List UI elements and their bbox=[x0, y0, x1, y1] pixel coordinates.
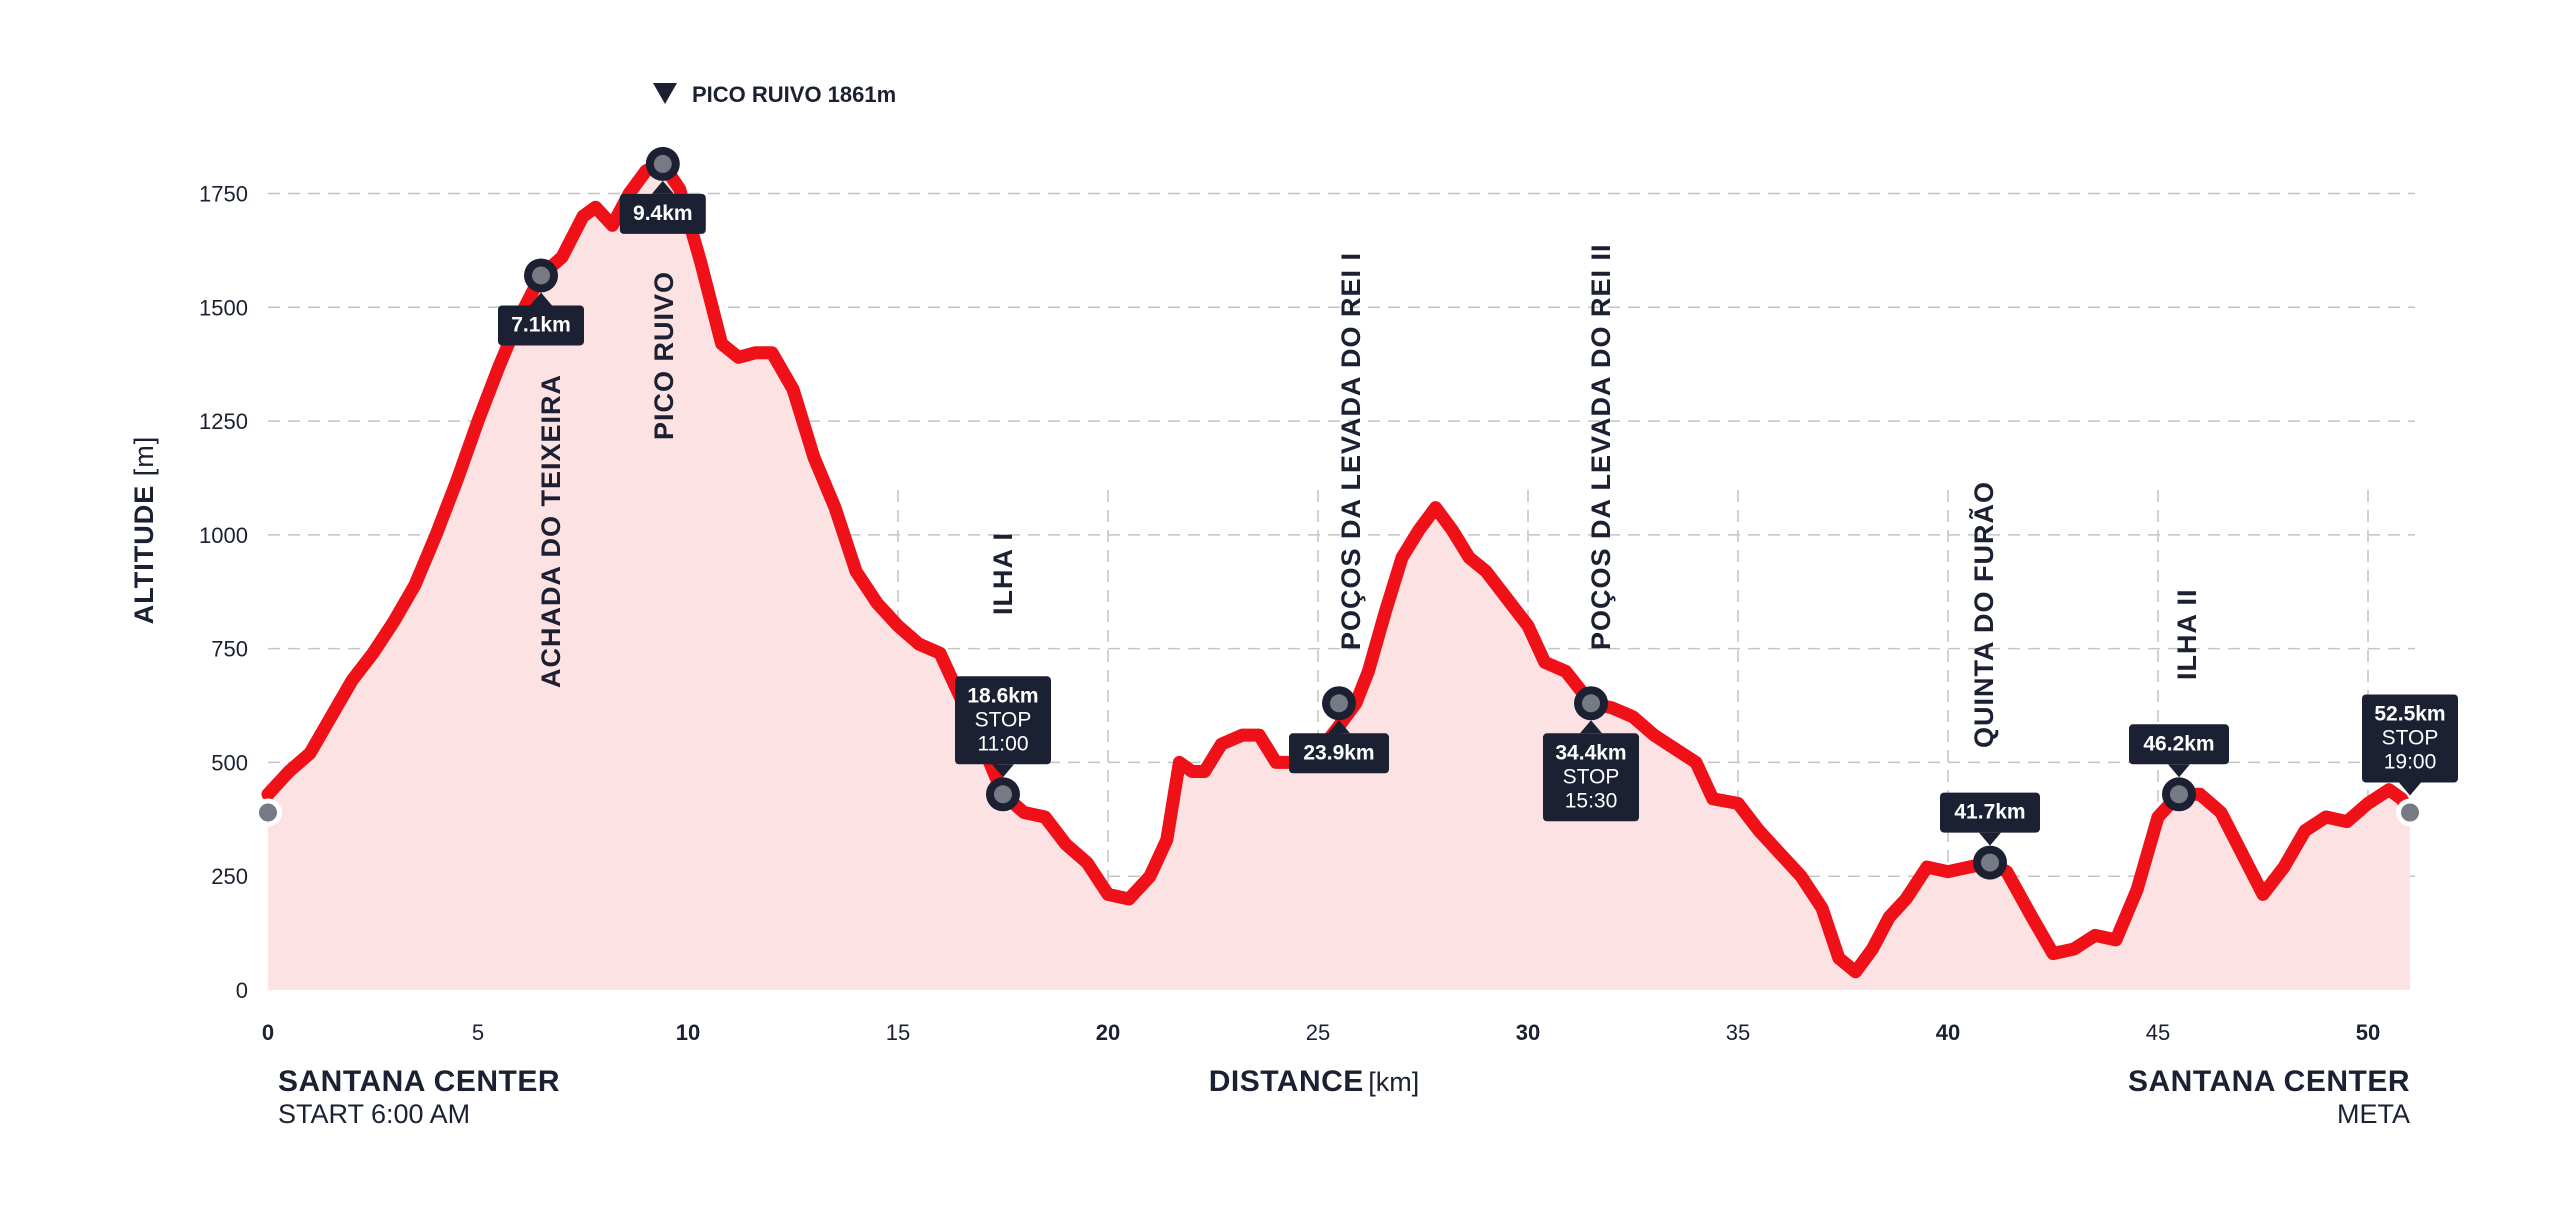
checkpoint-distance: 18.6km bbox=[967, 684, 1038, 707]
x-tick-label: 40 bbox=[1936, 1020, 1960, 1045]
x-tick-label: 15 bbox=[886, 1020, 910, 1045]
checkpoint: 9.4km bbox=[619, 146, 706, 234]
checkpoint: 23.9km bbox=[1289, 686, 1389, 774]
location-name: ACHADA DO TEIXEIRA bbox=[536, 374, 566, 688]
checkpoint-callout bbox=[498, 305, 584, 346]
y-tick-label: 1250 bbox=[199, 409, 248, 434]
y-tick-label: 1750 bbox=[199, 182, 248, 207]
checkpoint-callout-pointer bbox=[1580, 720, 1602, 734]
checkpoint: 46.2km bbox=[2129, 724, 2229, 812]
y-tick-label: 750 bbox=[211, 637, 248, 662]
checkpoint-dot bbox=[1582, 694, 1600, 713]
checkpoint-dot bbox=[1330, 694, 1348, 713]
y-tick-label: 1500 bbox=[199, 295, 248, 320]
x-tick-label: 20 bbox=[1096, 1020, 1120, 1045]
x-tick-label: 50 bbox=[2356, 1020, 2380, 1045]
peak-triangle-icon bbox=[653, 83, 677, 104]
start-time: START 6:00 AM bbox=[278, 1099, 471, 1129]
checkpoint-dot bbox=[1981, 853, 1999, 872]
x-tick-label: 25 bbox=[1306, 1020, 1330, 1045]
route-end-dot bbox=[2401, 803, 2419, 822]
checkpoint-time: 15:30 bbox=[1565, 789, 1618, 812]
end-sub: META bbox=[2337, 1099, 2410, 1129]
checkpoint-callout-pointer bbox=[651, 180, 674, 194]
y-axis-unit: [m] bbox=[129, 436, 159, 477]
checkpoint-distance: 9.4km bbox=[633, 202, 693, 225]
peak-annotation: PICO RUIVO 1861m bbox=[653, 82, 896, 107]
checkpoint-dot bbox=[532, 266, 550, 285]
checkpoint-callout-pointer bbox=[1328, 720, 1350, 734]
location-name: ILHA II bbox=[2172, 589, 2202, 681]
y-tick-label: 500 bbox=[211, 750, 248, 775]
checkpoint-callout bbox=[2129, 724, 2229, 765]
checkpoint-callout bbox=[619, 193, 706, 234]
x-tick-label: 10 bbox=[676, 1020, 700, 1045]
elevation-area bbox=[268, 163, 2410, 990]
checkpoint: 7.1km bbox=[498, 258, 584, 346]
checkpoint-callout bbox=[955, 676, 1051, 765]
x-tick-label: 0 bbox=[262, 1020, 274, 1045]
location-name: POÇOS DA LEVADA DO REI I bbox=[1336, 252, 1366, 650]
y-tick-label: 250 bbox=[211, 864, 248, 889]
start-location: SANTANA CENTER START 6:00 AM bbox=[278, 1065, 560, 1130]
checkpoint-dot bbox=[994, 785, 1012, 804]
checkpoint-callout-pointer bbox=[992, 764, 1014, 778]
checkpoint-distance: 34.4km bbox=[1555, 741, 1626, 764]
checkpoint-callout-pointer bbox=[530, 292, 552, 306]
checkpoint-callout bbox=[2362, 694, 2458, 783]
end-location: SANTANA CENTER META bbox=[2128, 1065, 2410, 1130]
location-name: PICO RUIVO bbox=[649, 271, 679, 440]
axis-layer: 0 250 500 750 1000 1250 1500 1750 0 5 10 15 20 25 30 35… bbox=[129, 182, 2380, 1045]
x-axis-unit: [km] bbox=[1368, 1067, 1420, 1097]
x-axis-title: DISTANCE [km] bbox=[0, 1065, 2560, 1099]
location-name: POÇOS DA LEVADA DO REI II bbox=[1586, 243, 1616, 650]
route-end-dot bbox=[259, 803, 277, 822]
start-title: SANTANA CENTER bbox=[278, 1065, 560, 1098]
checkpoint-stop: STOP bbox=[1563, 765, 1620, 788]
peak-label: PICO RUIVO 1861m bbox=[692, 82, 896, 107]
x-tick-label: 45 bbox=[2146, 1020, 2170, 1045]
x-tick-label: 5 bbox=[472, 1020, 484, 1045]
end-title: SANTANA CENTER bbox=[2128, 1065, 2410, 1098]
checkpoint-distance: 7.1km bbox=[511, 313, 571, 336]
y-tick-label: 1000 bbox=[199, 523, 248, 548]
checkpoint-callout-pointer bbox=[2168, 764, 2190, 778]
checkpoint-callout bbox=[1940, 792, 2040, 833]
checkpoint-dot bbox=[2170, 785, 2188, 804]
checkpoint-stop: STOP bbox=[975, 708, 1032, 731]
checkpoint-distance: 41.7km bbox=[1954, 801, 2025, 824]
checkpoint-time: 19:00 bbox=[2384, 750, 2437, 773]
x-tick-label: 35 bbox=[1726, 1020, 1750, 1045]
checkpoint-distance: 23.9km bbox=[1303, 741, 1374, 764]
checkpoint-distance: 46.2km bbox=[2143, 732, 2214, 755]
checkpoint-callout bbox=[1289, 733, 1389, 774]
checkpoint: 41.7km bbox=[1940, 792, 2040, 880]
x-axis-title-text: DISTANCE bbox=[1208, 1065, 1364, 1098]
checkpoint-distance: 52.5km bbox=[2374, 702, 2445, 725]
y-axis-title-text: ALTITUDE bbox=[129, 476, 159, 624]
checkpoint-callout bbox=[1543, 733, 1639, 822]
checkpoint-dot bbox=[653, 154, 672, 173]
checkpoint-callout-pointer bbox=[1979, 832, 2001, 846]
location-name: ILHA I bbox=[988, 532, 1018, 615]
checkpoint-callout-pointer bbox=[2399, 782, 2421, 796]
label-layer: ACHADA DO TEIXEIRA PICO RUIVO ILHA I POÇOS … bbox=[536, 82, 2202, 748]
checkpoint-stop: STOP bbox=[2382, 726, 2439, 749]
location-name: QUINTA DO FURÃO bbox=[1968, 481, 1999, 748]
x-tick-label: 30 bbox=[1516, 1020, 1540, 1045]
checkpoint-time: 11:00 bbox=[978, 732, 1029, 755]
y-axis-title: ALTITUDE [m] bbox=[129, 436, 159, 624]
y-tick-label: 0 bbox=[236, 978, 248, 1003]
